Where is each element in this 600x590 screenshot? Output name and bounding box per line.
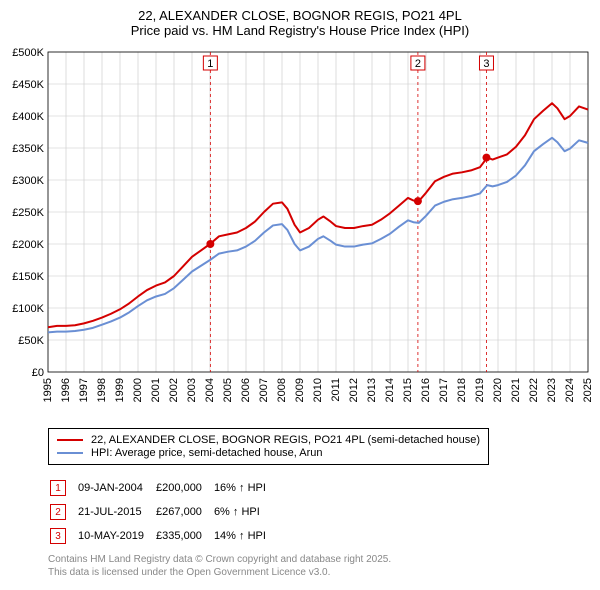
marker-price: £335,000 [156, 525, 212, 547]
svg-text:2006: 2006 [240, 378, 252, 402]
svg-text:1998: 1998 [96, 378, 108, 402]
svg-text:2014: 2014 [384, 378, 396, 402]
marker-pct: 14% ↑ HPI [214, 525, 276, 547]
legend-label: 22, ALEXANDER CLOSE, BOGNOR REGIS, PO21 … [91, 434, 480, 446]
marker-pct: 16% ↑ HPI [214, 477, 276, 499]
svg-text:2021: 2021 [510, 378, 522, 402]
svg-text:2023: 2023 [546, 378, 558, 402]
legend-swatch [57, 439, 83, 441]
svg-text:2001: 2001 [150, 378, 162, 402]
svg-text:£350K: £350K [12, 143, 44, 155]
svg-text:£250K: £250K [12, 207, 44, 219]
svg-text:1997: 1997 [78, 378, 90, 402]
svg-text:£500K: £500K [12, 47, 44, 59]
svg-text:£450K: £450K [12, 79, 44, 91]
marker-row: 1 09-JAN-2004£200,00016% ↑ HPI [50, 477, 276, 499]
svg-text:1995: 1995 [42, 378, 54, 402]
marker-row: 3 10-MAY-2019£335,00014% ↑ HPI [50, 525, 276, 547]
legend-item: 22, ALEXANDER CLOSE, BOGNOR REGIS, PO21 … [57, 434, 480, 446]
svg-text:2024: 2024 [564, 378, 576, 402]
marker-date: 21-JUL-2015 [78, 501, 154, 523]
svg-text:2: 2 [415, 58, 421, 70]
svg-text:£200K: £200K [12, 239, 44, 251]
svg-text:2020: 2020 [492, 378, 504, 402]
svg-text:2011: 2011 [330, 378, 342, 402]
svg-text:2017: 2017 [438, 378, 450, 402]
title-line-2: Price paid vs. HM Land Registry's House … [10, 23, 590, 38]
line-chart-svg: £0 £50K £100K £150K £200K £250K £300K £350K £400… [0, 42, 600, 422]
legend-swatch [57, 452, 83, 454]
svg-text:2019: 2019 [474, 378, 486, 402]
svg-text:2002: 2002 [168, 378, 180, 402]
svg-text:2025: 2025 [582, 378, 594, 402]
footnote: Contains HM Land Registry data © Crown c… [48, 553, 588, 579]
chart-area: £0 £50K £100K £150K £200K £250K £300K £350K £400… [0, 42, 600, 422]
marker-number-box: 3 [50, 528, 66, 544]
svg-text:2004: 2004 [204, 378, 216, 402]
svg-text:£300K: £300K [12, 175, 44, 187]
svg-text:2018: 2018 [456, 378, 468, 402]
marker-price: £267,000 [156, 501, 212, 523]
svg-text:2007: 2007 [258, 378, 270, 402]
title-line-1: 22, ALEXANDER CLOSE, BOGNOR REGIS, PO21 … [10, 8, 590, 23]
svg-text:2010: 2010 [312, 378, 324, 402]
marker-date: 09-JAN-2004 [78, 477, 154, 499]
svg-text:1996: 1996 [60, 378, 72, 402]
svg-text:2013: 2013 [366, 378, 378, 402]
footnote-line-1: Contains HM Land Registry data © Crown c… [48, 553, 588, 566]
legend-label: HPI: Average price, semi-detached house,… [91, 447, 323, 459]
chart-container: 22, ALEXANDER CLOSE, BOGNOR REGIS, PO21 … [0, 0, 600, 579]
title-block: 22, ALEXANDER CLOSE, BOGNOR REGIS, PO21 … [0, 0, 600, 42]
svg-text:£150K: £150K [12, 271, 44, 283]
marker-number-box: 2 [50, 504, 66, 520]
marker-pct: 6% ↑ HPI [214, 501, 276, 523]
svg-text:£0: £0 [32, 367, 44, 379]
svg-text:1: 1 [207, 58, 213, 70]
svg-text:3: 3 [483, 58, 489, 70]
footnote-line-2: This data is licensed under the Open Gov… [48, 566, 588, 579]
svg-text:2008: 2008 [276, 378, 288, 402]
legend-box: 22, ALEXANDER CLOSE, BOGNOR REGIS, PO21 … [48, 428, 489, 465]
svg-text:2016: 2016 [420, 378, 432, 402]
marker-date: 10-MAY-2019 [78, 525, 154, 547]
svg-text:1999: 1999 [114, 378, 126, 402]
svg-text:2003: 2003 [186, 378, 198, 402]
svg-text:2015: 2015 [402, 378, 414, 402]
marker-price: £200,000 [156, 477, 212, 499]
legend-item: HPI: Average price, semi-detached house,… [57, 447, 480, 459]
svg-text:£100K: £100K [12, 303, 44, 315]
marker-number-box: 1 [50, 480, 66, 496]
marker-row: 2 21-JUL-2015£267,0006% ↑ HPI [50, 501, 276, 523]
svg-text:2022: 2022 [528, 378, 540, 402]
svg-text:2000: 2000 [132, 378, 144, 402]
svg-text:£400K: £400K [12, 111, 44, 123]
marker-table: 1 09-JAN-2004£200,00016% ↑ HPI 2 21-JUL-201… [48, 475, 278, 549]
svg-text:2012: 2012 [348, 378, 360, 402]
svg-text:2009: 2009 [294, 378, 306, 402]
svg-text:£50K: £50K [18, 335, 44, 347]
svg-text:2005: 2005 [222, 378, 234, 402]
